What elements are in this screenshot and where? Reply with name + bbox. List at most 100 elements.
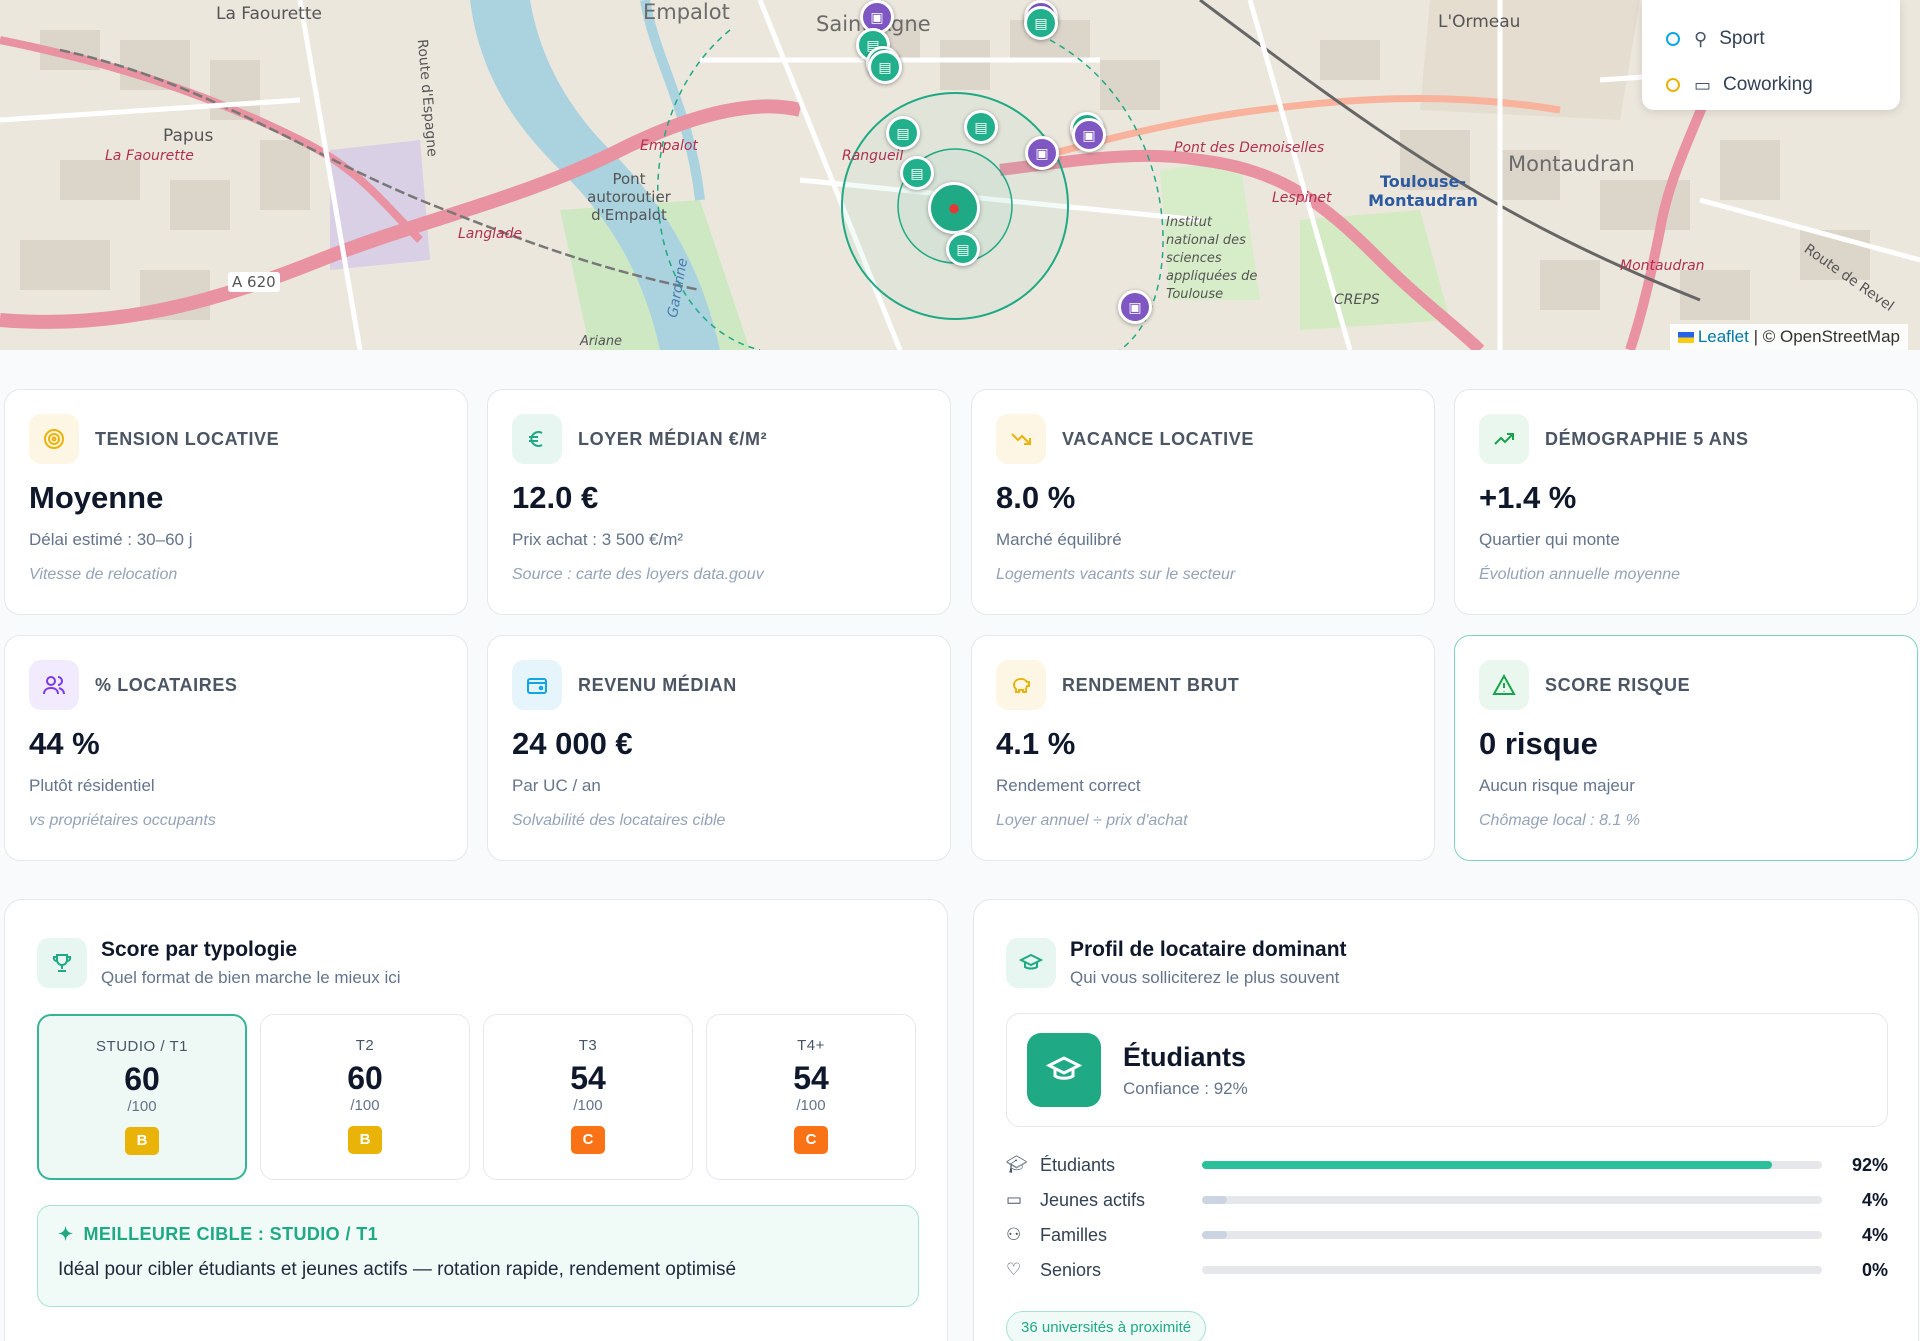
panel-title: Score par typologie <box>101 938 298 961</box>
panel-subtitle: Quel format de bien marche le mieux ici <box>101 968 401 987</box>
map-label: Montaudran <box>1508 152 1635 176</box>
map-label: Empalot <box>643 0 730 24</box>
panel-title: Profil de locataire dominant <box>1070 938 1347 961</box>
map-label: Rangueil <box>842 148 904 164</box>
legend-dot <box>1666 32 1680 46</box>
legend-item-coworking[interactable]: ▭ Coworking <box>1666 62 1876 108</box>
legend-label: Sport <box>1719 28 1765 49</box>
typology-label: T3 <box>578 1037 598 1054</box>
poi-marker[interactable]: ▤ <box>964 110 998 144</box>
grade-badge: C <box>571 1126 605 1154</box>
typology-label: T2 <box>355 1037 375 1054</box>
map-label: Pont autoroutier d'Empalot <box>587 170 671 224</box>
profile-row-label: Seniors <box>1040 1259 1102 1280</box>
best-target-text: Idéal pour cibler étudiants et jeunes ac… <box>58 1259 737 1280</box>
map-label: Empalot <box>640 138 698 154</box>
poi-marker[interactable]: ▤ <box>1024 6 1058 40</box>
heart-icon: ♡ <box>1006 1260 1022 1279</box>
kpi-title: TENSION LOCATIVE <box>95 428 280 449</box>
kpi-value: 44 % <box>29 726 100 761</box>
map-label: Papus <box>163 126 214 146</box>
kpi-subtext: Plutôt résidentiel <box>29 776 155 795</box>
briefcase-icon: ▭ <box>1006 1190 1023 1209</box>
briefcase-icon: ▭ <box>1694 74 1712 95</box>
kpi-subtext: Délai estimé : 30–60 j <box>29 530 193 549</box>
profile-row-percent: 0% <box>1861 1259 1888 1280</box>
kpi-note: Vitesse de relocation <box>29 566 178 583</box>
sparkles-icon: ✦ <box>58 1224 74 1244</box>
kpi-note: Source : carte des loyers data.gouv <box>512 566 764 583</box>
kpi-card: SCORE RISQUE 0 risque Aucun risque majeur C… <box>1454 635 1918 861</box>
kpi-note: Solvabilité des locataires cible <box>512 812 726 829</box>
kpi-title: RENDEMENT BRUT <box>1062 674 1240 695</box>
typology-max: /100 <box>350 1097 380 1114</box>
sport-icon: ⚲ <box>1694 28 1708 49</box>
universities-badge[interactable]: 36 universités à proximité <box>1006 1311 1207 1341</box>
legend-item-sport[interactable]: ⚲ Sport <box>1666 16 1876 62</box>
profile-row-label: Étudiants <box>1040 1154 1116 1175</box>
kpi-card: REVENU MÉDIAN 24 000 € Par UC / an Solvabil… <box>487 635 951 861</box>
map-label: Toulouse-Montaudran <box>1368 172 1478 210</box>
profile-row-percent: 4% <box>1861 1189 1888 1210</box>
poi-marker[interactable]: ▤ <box>946 232 980 266</box>
typology-score: 60 <box>347 1060 383 1096</box>
poi-marker[interactable]: ▤ <box>868 50 902 84</box>
poi-marker[interactable]: ▤ <box>886 116 920 150</box>
kpi-subtext: Marché équilibré <box>996 530 1122 549</box>
legend-dot <box>1666 78 1680 92</box>
typology-card[interactable]: T2 60/100 B <box>260 1014 470 1180</box>
map-tiles <box>0 0 1920 350</box>
best-target-box: ✦ MEILLEURE CIBLE : STUDIO / T1 Idéal po… <box>37 1205 919 1307</box>
typology-card[interactable]: STUDIO / T1 60/100 B <box>37 1014 247 1180</box>
kpi-title: VACANCE LOCATIVE <box>1062 428 1254 449</box>
kpi-card: VACANCE LOCATIVE 8.0 % Marché équilibré Log… <box>971 389 1435 615</box>
kpi-card: DÉMOGRAPHIE 5 ANS +1.4 % Quartier qui mont… <box>1454 389 1918 615</box>
profile-row-percent: 92% <box>1851 1154 1888 1175</box>
graduation-cap-icon <box>1006 938 1056 988</box>
typology-card[interactable]: T4+ 54/100 C <box>706 1014 916 1180</box>
kpi-note: vs propriétaires occupants <box>29 812 216 829</box>
profile-breakdown-row: ⚇ Familles 4% <box>1006 1221 1888 1249</box>
kpi-card: TENSION LOCATIVE Moyenne Délai estimé : 30… <box>4 389 468 615</box>
kpi-value: 24 000 € <box>512 726 633 761</box>
kpi-subtext: Par UC / an <box>512 776 601 795</box>
kpi-value: +1.4 % <box>1479 480 1577 515</box>
kpi-title: % LOCATAIRES <box>95 674 238 695</box>
map-label: La Faourette <box>105 148 194 164</box>
leaflet-link[interactable]: Leaflet <box>1697 327 1749 346</box>
map-label: A 620 <box>228 272 280 292</box>
location-pin-marker[interactable]: ● <box>928 182 980 234</box>
kpi-card: RENDEMENT BRUT 4.1 % Rendement correct Loye… <box>971 635 1435 861</box>
transport-marker[interactable]: ▣ <box>1072 118 1106 152</box>
profile-breakdown-row: ▭ Jeunes actifs 4% <box>1006 1186 1888 1214</box>
transport-marker[interactable]: ▣ <box>1118 290 1152 324</box>
piggy-bank-icon <box>996 660 1046 710</box>
graduation-cap-icon <box>1027 1033 1101 1107</box>
map-label: Langlade <box>458 226 523 242</box>
transport-marker[interactable]: ▣ <box>1025 136 1059 170</box>
kpi-title: DÉMOGRAPHIE 5 ANS <box>1545 428 1749 449</box>
kpi-value: Moyenne <box>29 480 164 515</box>
map-label: Institut national des sciences appliquée… <box>1166 215 1258 302</box>
kpi-card: LOYER MÉDIAN €/M² 12.0 € Prix achat : 3 50… <box>487 389 951 615</box>
kpi-title: SCORE RISQUE <box>1545 674 1691 695</box>
grade-badge: B <box>125 1127 159 1155</box>
panel-subtitle: Qui vous solliciterez le plus souvent <box>1070 968 1340 987</box>
kpi-subtext: Rendement correct <box>996 776 1141 795</box>
dominant-profile-name: Étudiants <box>1123 1041 1247 1072</box>
poi-marker[interactable]: ▤ <box>900 156 934 190</box>
dominant-profile-box: Étudiants Confiance : 92% <box>1006 1013 1888 1127</box>
typology-card[interactable]: T3 54/100 C <box>483 1014 693 1180</box>
kpi-title: REVENU MÉDIAN <box>578 674 737 695</box>
typology-max: /100 <box>127 1098 157 1115</box>
map-legend: ⚲ Sport ▭ Coworking <box>1642 0 1900 110</box>
osm-attribution[interactable]: | © OpenStreetMap <box>1753 327 1900 346</box>
progress-fill <box>1202 1231 1227 1239</box>
map-label: CREPS <box>1334 292 1380 308</box>
map-view[interactable]: La Faourette Empalot Saint-Agne L'Ormeau… <box>0 0 1920 350</box>
kpi-title: LOYER MÉDIAN €/M² <box>578 428 768 449</box>
profile-row-percent: 4% <box>1861 1224 1888 1245</box>
map-label: L'Ormeau <box>1438 12 1521 32</box>
kpi-value: 0 risque <box>1479 726 1598 761</box>
ukraine-flag-icon <box>1677 332 1694 344</box>
